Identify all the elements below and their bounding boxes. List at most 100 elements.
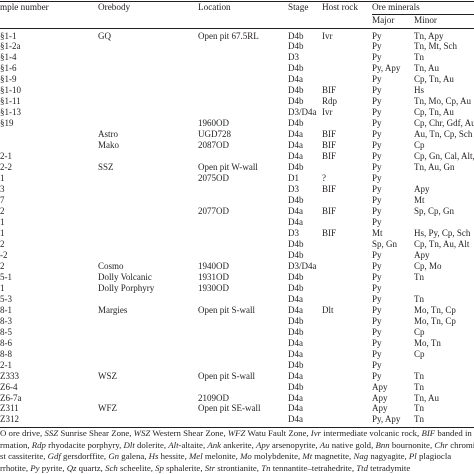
major-minerals-cell: Py: [372, 304, 382, 315]
footnote-abbreviation: SSZ: [44, 428, 59, 438]
minor-minerals-cell: Sp, Cp, Gn: [414, 206, 455, 217]
minor-minerals-cell: Mt: [414, 195, 425, 206]
sample-number-cell: 1: [0, 282, 5, 293]
footnote-text: rhyodacite porphyry,: [45, 439, 124, 450]
major-minerals-cell: Py: [372, 326, 382, 337]
footnote-abbreviation: Py: [30, 462, 40, 473]
footnote-text: tennantite–tetrahedrite,: [270, 462, 357, 473]
footnote-abbreviation: Ttd: [356, 462, 368, 473]
major-minerals-cell: Py: [372, 370, 382, 381]
location-cell: 1931OD: [198, 271, 229, 282]
minor-minerals-cell: Cp: [414, 326, 425, 337]
header-bottom-rule: [0, 28, 474, 29]
major-minerals-cell: Py: [372, 337, 382, 348]
major-minerals-cell: Py: [372, 359, 382, 370]
minor-minerals-cell: Tn, Mo, Cp, Au: [414, 96, 472, 107]
location-cell: Open pit S-wall: [198, 304, 255, 315]
sample-number-cell: §1-4: [0, 52, 17, 63]
stage-cell: D4b: [288, 96, 304, 107]
footnote-text: molybdenite,: [251, 451, 303, 461]
footnote-text: Sunrise Shear Zone,: [58, 428, 134, 438]
major-minerals-cell: Py, Apy: [372, 414, 401, 425]
minor-minerals-cell: Tn: [414, 370, 424, 381]
stage-cell: D3/D4a: [288, 260, 317, 271]
major-minerals-cell: Py: [372, 129, 382, 140]
orebody-cell: GQ: [98, 30, 111, 41]
stage-cell: D4b: [288, 359, 304, 370]
sample-number-cell: 2-1: [0, 151, 12, 162]
stage-cell: D4b: [288, 118, 304, 129]
stage-cell: D4a: [288, 337, 303, 348]
table-bottom-rule: [0, 426, 474, 428]
major-minerals-cell: Py: [372, 52, 382, 63]
footnote-text: sphalerite,: [163, 462, 205, 473]
stage-cell: D3: [288, 52, 299, 63]
stage-cell: D4b: [288, 315, 304, 326]
minor-minerals-cell: Tn, Au, Gn: [414, 162, 455, 173]
major-minerals-cell: Py: [372, 85, 382, 96]
major-minerals-cell: Py: [372, 260, 382, 271]
footnote-abbreviation: Rdp: [31, 439, 46, 450]
footnote-abbreviation: Tn: [261, 462, 271, 473]
major-minerals-cell: Apy: [372, 403, 388, 414]
footnote-abbreviation: Ivr: [310, 428, 322, 438]
sample-number-cell: §1-11: [0, 96, 21, 107]
major-minerals-cell: Py: [372, 271, 382, 282]
major-minerals-cell: Sp, Gn: [372, 238, 398, 249]
sample-number-cell: 3: [0, 184, 5, 195]
host-rock-cell: BIF: [322, 140, 337, 151]
sample-number-cell: 7: [0, 195, 5, 206]
minor-minerals-cell: Apy: [414, 184, 430, 195]
minor-minerals-cell: Cp, Tn, Au, Alt: [414, 238, 470, 249]
footnote-text: quartz,: [76, 462, 106, 473]
footnote-text: intermediate volcanic rock,: [321, 428, 422, 438]
host-rock-cell: BIF: [322, 85, 337, 96]
location-cell: 2109OD: [198, 392, 229, 403]
stage-cell: D4b: [288, 41, 304, 52]
footnote-line-4: rrhotite, Py pyrite, Qz quartz, Sch sche…: [0, 463, 410, 473]
host-rock-cell: BIF: [322, 151, 337, 162]
minor-minerals-cell: Tn, Mt, Sch: [414, 41, 458, 52]
minor-minerals-cell: Cp, Tn, Au: [414, 74, 454, 85]
location-cell: 2077OD: [198, 206, 229, 217]
major-minerals-cell: Py: [372, 162, 382, 173]
orebody-cell: Margies: [98, 304, 128, 315]
footnote-text: melonite,: [202, 451, 241, 461]
sample-number-cell: 8-3: [0, 315, 12, 326]
minor-minerals-cell: Hs: [414, 85, 425, 96]
footnote-abbreviation: Apy: [255, 439, 270, 450]
ore-minerals-subheader-rule: [372, 14, 474, 15]
footnote-abbreviation: Sp: [155, 462, 164, 473]
major-minerals-cell: Py: [372, 151, 382, 162]
footnote-text: banded in: [435, 428, 472, 438]
footnote-text: st cassiterite,: [0, 451, 48, 461]
minor-minerals-cell: Tn: [414, 293, 424, 304]
minor-minerals-cell: Tn: [414, 414, 424, 425]
major-minerals-cell: Py: [372, 107, 382, 118]
header-sample-number: mple number: [0, 2, 49, 12]
sample-number-cell: Z6-4: [0, 381, 18, 392]
sample-number-cell: 8-5: [0, 326, 12, 337]
stage-cell: D4a: [288, 129, 303, 140]
stage-cell: D1: [288, 173, 299, 184]
header-minor: Minor: [414, 15, 437, 25]
sample-number-cell: §1-10: [0, 85, 21, 96]
footnote-text: pyrite,: [39, 462, 67, 473]
sample-number-cell: §1-13: [0, 107, 21, 118]
location-cell: 2075OD: [198, 173, 229, 184]
location-cell: Open pit S-wall: [198, 370, 255, 381]
footnote-text: chromite: [450, 439, 474, 450]
minor-minerals-cell: Mo, Tn, Cp: [414, 315, 456, 326]
stage-cell: D4b: [288, 249, 304, 260]
minor-minerals-cell: Tn: [414, 52, 424, 63]
table-top-rule: [0, 0, 474, 2]
footnote-abbreviation: Mt: [302, 451, 313, 461]
location-cell: 1960OD: [198, 118, 229, 129]
major-minerals-cell: Py: [372, 74, 382, 85]
minor-minerals-cell: Tn, Apy: [414, 30, 444, 41]
stage-cell: D4a: [288, 151, 303, 162]
minor-minerals-cell: Cp, Gn, Cal, Alt, Mt: [414, 151, 474, 162]
location-cell: 1940OD: [198, 260, 229, 271]
location-cell: Open pit W-wall: [198, 162, 258, 173]
sample-number-cell: 5-3: [0, 293, 12, 304]
